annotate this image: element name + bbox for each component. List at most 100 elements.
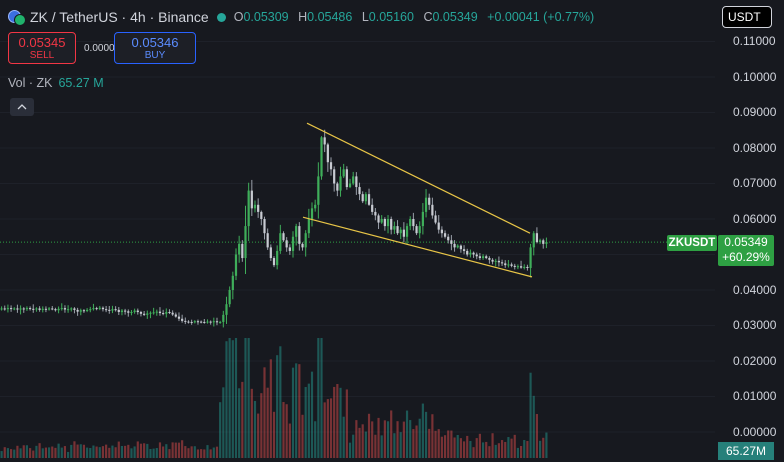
candle-body [361, 194, 364, 202]
high-value: 0.05486 [307, 10, 353, 24]
volume-bar [424, 411, 428, 458]
last-price: 0.05349 [724, 235, 768, 249]
volume-bar [16, 445, 19, 458]
candle-body [443, 233, 447, 237]
candle-body [310, 208, 314, 219]
candle-body [70, 308, 73, 310]
volume-bar [462, 441, 466, 458]
lower-trendline[interactable] [302, 216, 533, 278]
volume-bar [491, 433, 494, 458]
candle-body [219, 321, 222, 323]
volume-bar [247, 338, 250, 458]
volume-bar [320, 338, 323, 458]
volume-bar [450, 430, 453, 458]
volume-bar [76, 444, 79, 458]
volume-bar [367, 413, 371, 458]
candle-body [371, 204, 374, 212]
volume-bar [434, 430, 437, 458]
candle-body [447, 236, 450, 241]
volume-bar [127, 444, 130, 458]
volume-bar [390, 410, 393, 458]
candle-body [374, 211, 377, 216]
candle-body [9, 308, 13, 310]
volume-bar [519, 445, 523, 458]
symbol-title[interactable]: ZK / TetherUS · 4h · Binance [30, 9, 209, 25]
candle-body [523, 266, 526, 268]
candle-body [434, 215, 437, 223]
volume-bar [203, 449, 206, 458]
volume-bar [500, 440, 504, 458]
collapse-legend-button[interactable] [10, 98, 34, 116]
candle-body [234, 254, 238, 276]
candle-body [466, 250, 469, 255]
volume-bar [13, 449, 16, 458]
candle-body [181, 318, 184, 321]
candle-body [507, 264, 510, 266]
symbol-price-tag: ZKUSDT [667, 235, 717, 251]
volume-bar [231, 340, 234, 458]
candle-body [41, 308, 44, 310]
candle-body [101, 307, 105, 310]
volume-bar [177, 442, 181, 458]
volume-bar [545, 432, 548, 458]
volume-bar [298, 364, 301, 458]
candle-body [66, 309, 70, 311]
volume-bar [120, 445, 124, 458]
currency-selector[interactable]: USDT [722, 6, 772, 28]
candle-body [399, 229, 402, 234]
market-status-dot-icon [216, 12, 226, 22]
volume-bar [288, 423, 291, 458]
sell-price: 0.05345 [18, 35, 66, 50]
candle-body [139, 312, 143, 314]
candle-body [380, 219, 383, 223]
volume-bar [105, 444, 108, 458]
volume-bar [396, 421, 399, 458]
volume-bar [6, 448, 10, 458]
candle-body [19, 308, 22, 310]
price-axis-label: 0.11000 [733, 34, 776, 48]
candle-body [89, 309, 92, 311]
candle-body [462, 249, 466, 251]
candle-body [0, 308, 3, 310]
candle-body [35, 308, 38, 310]
buy-label: BUY [144, 50, 166, 61]
low-value: 0.05160 [368, 10, 414, 24]
volume-bar [22, 445, 25, 458]
volume-bar [456, 434, 459, 458]
volume-bar [222, 387, 225, 458]
candle-body [526, 266, 529, 268]
volume-bar [282, 402, 285, 458]
candle-body [200, 321, 203, 323]
volume-bar [35, 445, 38, 458]
candle-body [488, 258, 491, 260]
volume-bar [516, 447, 519, 458]
volume-bar [380, 435, 383, 458]
price-axis-label: 0.10000 [733, 70, 777, 84]
candle-body [485, 256, 488, 259]
volume-bar [428, 428, 431, 458]
candle-body [469, 252, 472, 255]
volume-bar [371, 421, 374, 458]
candle-body [13, 308, 16, 310]
volume-bar [507, 437, 510, 458]
volume-bar [165, 444, 168, 458]
volume-bar [187, 448, 190, 458]
candle-body [38, 308, 41, 310]
candle-body [174, 314, 177, 317]
candle-body [424, 197, 428, 212]
upper-trendline[interactable] [306, 122, 531, 234]
candle-body [250, 190, 253, 209]
candle-body [203, 321, 206, 323]
candle-body [390, 219, 393, 230]
volume-bar [352, 434, 355, 458]
sell-button[interactable]: 0.05345 SELL [8, 32, 76, 64]
candle-body [510, 264, 513, 266]
volume-bar [51, 446, 54, 458]
volume-bar [355, 420, 358, 458]
volume-bar [431, 414, 434, 458]
volume-bar [155, 448, 158, 458]
volume-bar [67, 451, 70, 458]
candle-body [377, 215, 380, 223]
buy-button[interactable]: 0.05346 BUY [114, 32, 196, 64]
